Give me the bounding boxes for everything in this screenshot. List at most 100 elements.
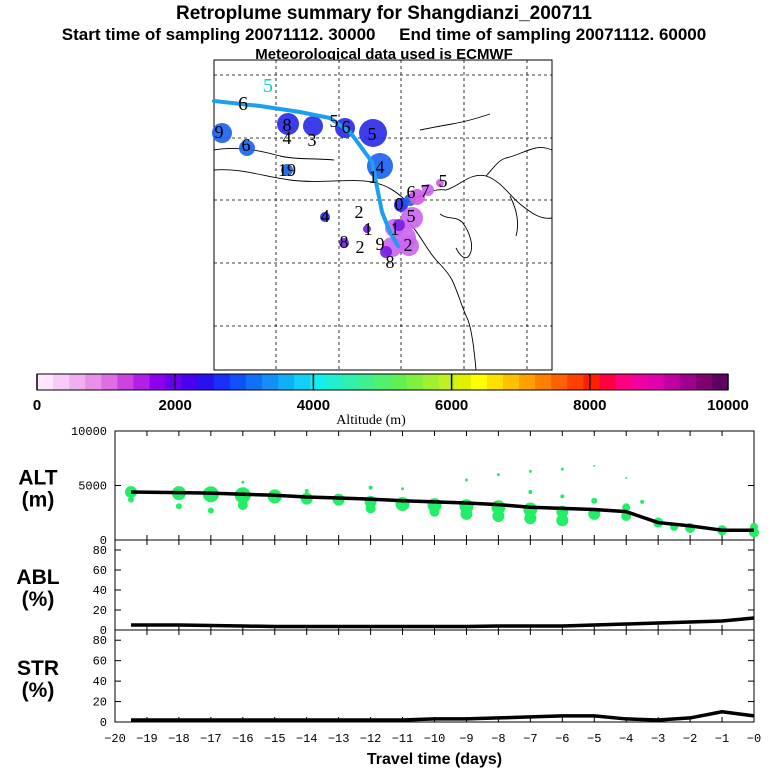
x-tick-label: −10 [424, 732, 446, 746]
colorbar-swatch [342, 374, 359, 390]
colorbar-tick-label: 4000 [297, 397, 330, 414]
altitude-cluster-dot [640, 499, 645, 504]
colorbar-swatch [679, 374, 697, 390]
x-tick-label: −5 [587, 732, 601, 746]
colorbar-swatch [101, 374, 118, 390]
altitude-cluster-dot [127, 496, 134, 503]
plume-cluster-marker [303, 116, 323, 136]
colorbar-swatch [454, 374, 472, 390]
plume-day-label: 2 [355, 202, 364, 222]
altitude-cluster-dot [207, 507, 214, 514]
x-tick-label: −17 [200, 732, 222, 746]
colorbar-title: Altitude (m) [336, 413, 406, 428]
colorbar-swatch [149, 374, 167, 390]
altitude-cluster-dot [593, 464, 596, 467]
colorbar-tick-label: 0 [33, 397, 41, 414]
colorbar-swatch [310, 374, 327, 390]
colorbar-swatch [615, 374, 633, 390]
x-tick-label: −0 [747, 732, 761, 746]
altitude-cluster-dot [460, 507, 473, 520]
mean-series-line [130, 490, 754, 532]
plume-day-label: 1 [391, 219, 400, 239]
colorbar-swatch [294, 374, 311, 390]
colorbar-swatch [374, 374, 392, 390]
mean-series-line [130, 616, 755, 629]
x-tick-label: −16 [232, 732, 254, 746]
colorbar-swatch [551, 374, 568, 390]
altitude-cluster-dot [560, 494, 565, 499]
plume-day-label: 2 [356, 237, 365, 257]
colorbar-swatch [69, 374, 86, 390]
plume-day-label: 9 [376, 234, 385, 254]
colorbar-swatch [53, 374, 70, 390]
x-tick-label: −2 [683, 732, 697, 746]
altitude-cluster-dot [560, 467, 564, 471]
plume-day-label: 8 [386, 252, 395, 272]
colorbar-swatch [37, 374, 54, 390]
colorbar-swatch [519, 374, 536, 390]
plume-day-label: 6 [407, 182, 416, 202]
plume-day-label: 9 [215, 122, 224, 142]
y-tick-label: 20 [93, 696, 107, 710]
x-axis-label: Travel time (days) [367, 751, 502, 768]
y-tick-label: 80 [93, 634, 107, 648]
colorbar-swatch [245, 374, 263, 390]
colorbar-swatch [326, 374, 343, 390]
y-tick-label: 40 [93, 675, 107, 689]
altitude-cluster-dot [241, 480, 245, 484]
x-tick-label: −11 [392, 732, 414, 746]
colorbar-swatch [406, 374, 424, 390]
plume-day-label: 4 [283, 128, 292, 148]
x-tick-label: −3 [651, 732, 665, 746]
plume-day-label: 0 [395, 194, 404, 214]
y-tick-label: 5000 [78, 480, 107, 494]
panel-ylabel: ALT [18, 467, 57, 490]
plume-day-label: 4 [376, 157, 385, 177]
panel-ylabel-unit: (%) [22, 679, 55, 702]
plume-cluster-marker [277, 113, 299, 135]
plume-day-label: 5 [407, 206, 416, 226]
x-tick-label: −12 [360, 732, 382, 746]
y-tick-label: 80 [93, 544, 107, 558]
colorbar-swatch [486, 374, 504, 390]
plume-cluster-marker [399, 236, 419, 256]
plume-day-label: 6 [242, 135, 251, 155]
colorbar-tick-label: 2000 [159, 397, 192, 414]
colorbar-swatch [599, 374, 617, 390]
x-tick-label: −19 [136, 732, 158, 746]
colorbar-swatch [197, 374, 215, 390]
x-tick-label: −1 [715, 732, 729, 746]
x-tick-label: −15 [264, 732, 286, 746]
altitude-cluster-dot [237, 500, 248, 511]
altitude-cluster-dot [492, 510, 505, 523]
altitude-cluster-dot [524, 512, 537, 525]
plume-cluster-marker [239, 140, 255, 156]
altitude-cluster-dot [528, 490, 533, 495]
colorbar-swatch [470, 374, 488, 390]
plume-day-label: 8 [340, 232, 349, 252]
plume-cluster-marker [339, 238, 349, 248]
colorbar-swatch [229, 374, 247, 390]
panel-abl: 0 20 40 60 80 ABL(%) [16, 539, 755, 638]
x-tick-label: −13 [328, 732, 350, 746]
altitude-cluster-dot [528, 469, 532, 473]
plume-day-label: 4 [321, 206, 330, 226]
y-tick-label: 60 [93, 655, 107, 669]
x-tick-label: −4 [619, 732, 633, 746]
altitude-cluster-dot [304, 488, 309, 493]
plume-cluster-marker [409, 189, 425, 205]
altitude-cluster-dot [625, 476, 628, 479]
altitude-cluster-dot [464, 478, 468, 482]
y-tick-label: 40 [93, 584, 107, 598]
colorbar-swatch [663, 374, 681, 390]
colorbar-swatch [438, 374, 456, 390]
plume-cluster-marker [401, 207, 423, 229]
plume-day-label: 2 [404, 235, 413, 255]
altitude-cluster-dot [368, 485, 373, 490]
plume-day-label: 1 [364, 219, 373, 239]
plume-day-label: 6 [342, 117, 351, 137]
plume-trajectory [212, 99, 444, 258]
plume-centroid-path [212, 99, 400, 248]
